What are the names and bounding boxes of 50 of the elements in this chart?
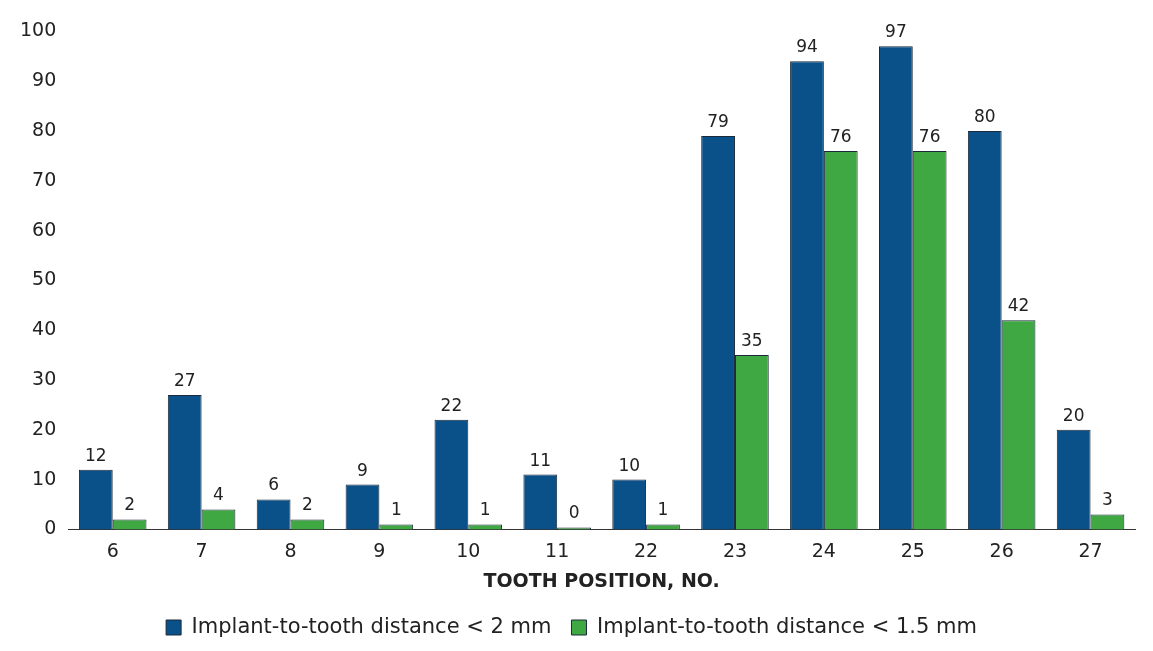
data-label: 1 <box>657 499 669 520</box>
data-label: 2 <box>301 494 313 515</box>
data-label: 42 <box>1007 295 1030 316</box>
x-tick-label: 23 <box>722 538 748 561</box>
data-label: 97 <box>885 21 907 42</box>
x-tick-label: 6 <box>106 538 119 561</box>
y-tick-label: 60 <box>32 217 57 240</box>
data-label: 2 <box>124 494 136 515</box>
x-tick-label: 25 <box>900 538 925 561</box>
data-label: 6 <box>268 474 280 495</box>
x-tick-label: 22 <box>633 538 659 561</box>
data-label: 0 <box>568 502 580 523</box>
x-tick-label: 24 <box>811 538 836 561</box>
data-label: 20 <box>1062 404 1085 425</box>
x-axis-title: TOOTH POSITION, NO. <box>483 568 720 591</box>
y-tick-label: 50 <box>32 267 57 290</box>
y-tick-label: 30 <box>32 366 57 389</box>
data-label: 11 <box>529 449 552 470</box>
data-label: 3 <box>1102 489 1113 510</box>
y-tick-label: 20 <box>32 416 57 439</box>
data-label: 35 <box>741 330 763 351</box>
x-tick-label: 27 <box>1078 538 1103 561</box>
y-tick-label: 90 <box>32 68 57 91</box>
legend-label: Implant-to-tooth distance < 1.5 mm <box>596 613 977 638</box>
y-tick-label: 80 <box>32 117 57 140</box>
data-label: 1 <box>479 499 491 520</box>
x-tick-label: 8 <box>284 538 297 561</box>
y-tick-label: 100 <box>20 18 57 41</box>
y-tick-label: 40 <box>32 317 57 340</box>
data-label: 27 <box>173 369 196 390</box>
y-tick-label: 0 <box>44 516 57 539</box>
data-label: 94 <box>796 36 818 57</box>
x-tick-label: 9 <box>373 538 386 561</box>
legend-label: Implant-to-tooth distance < 2 mm <box>191 613 552 638</box>
data-label: 22 <box>440 394 463 415</box>
data-label: 1 <box>390 499 402 520</box>
data-label: 9 <box>357 459 368 480</box>
data-label: 76 <box>918 125 941 146</box>
x-tick-label: 26 <box>989 538 1014 561</box>
data-label: 79 <box>707 110 729 131</box>
data-label: 10 <box>618 454 641 475</box>
y-tick-label: 70 <box>32 167 57 190</box>
data-label: 12 <box>85 444 107 465</box>
x-tick-label: 11 <box>545 538 570 561</box>
x-tick-label: 7 <box>195 538 208 561</box>
data-label: 76 <box>829 125 852 146</box>
data-label: 4 <box>213 484 224 505</box>
data-label: 80 <box>973 105 996 126</box>
x-tick-label: 10 <box>456 538 481 561</box>
y-tick-label: 10 <box>32 466 57 489</box>
